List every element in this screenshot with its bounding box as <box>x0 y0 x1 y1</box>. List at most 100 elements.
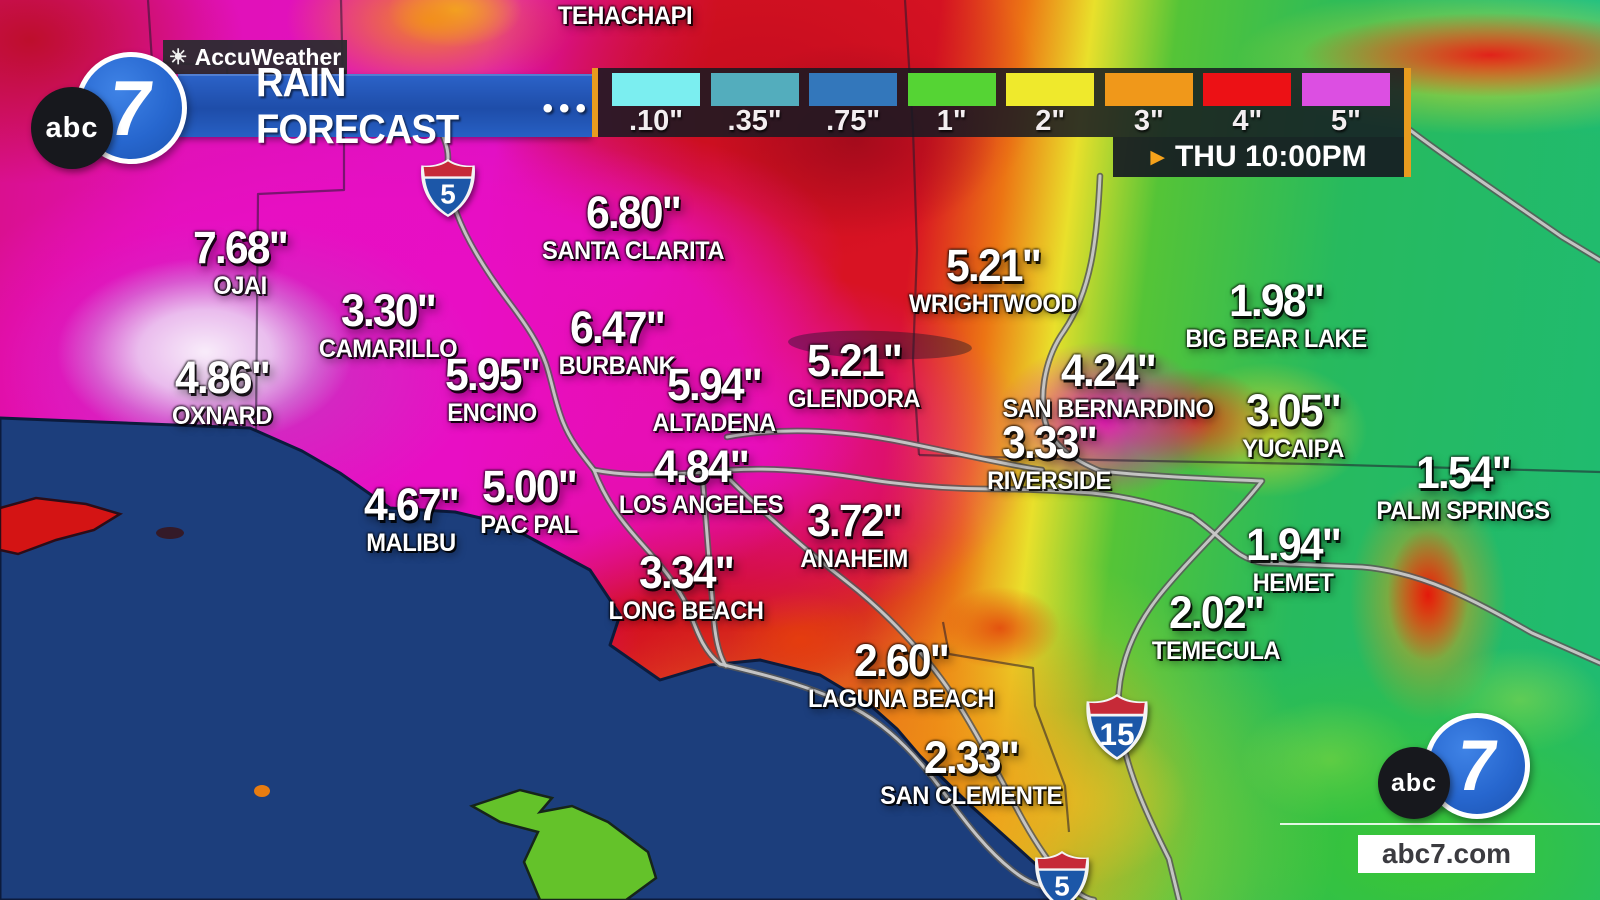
legend-item: .10" <box>612 73 700 136</box>
station-name: GLENDORA <box>787 385 921 413</box>
interstate-5-shield-icon: 5 <box>419 158 477 218</box>
station-label: 2.60" LAGUNA BEACH <box>807 635 995 714</box>
station-value: 3.34" <box>639 547 735 598</box>
station-label: 3.34" LONG BEACH <box>609 550 764 626</box>
channel-number: 7 <box>103 63 159 152</box>
title-bar: RAIN FORECAST ••• <box>178 59 592 152</box>
station-name: TEMECULA <box>1151 637 1281 665</box>
legend-label: .35" <box>727 105 782 137</box>
station-value: 5.94" <box>667 359 763 410</box>
legend-label: 3" <box>1133 105 1164 137</box>
station-name: LAGUNA BEACH <box>807 685 995 713</box>
station-label: 6.47" BURBANK <box>559 305 676 381</box>
station-label: 3.72" ANAHEIM <box>800 498 908 574</box>
watermark-channel-number: 7 <box>1451 726 1503 806</box>
ellipsis-icon: ••• <box>542 91 592 125</box>
station-name: ALTADENA <box>652 409 776 437</box>
station-value: 1.94" <box>1246 519 1342 570</box>
station-label: 7.68" OJAI <box>193 222 289 301</box>
station-name: YUCAIPA <box>1242 435 1344 463</box>
legend-chip <box>1301 73 1390 106</box>
interstate-15-shield-icon: 15 <box>1084 693 1150 762</box>
station-value: 7.68" <box>193 222 289 273</box>
station-label: TEHACHAPI <box>557 0 693 31</box>
svg-text:15: 15 <box>1099 716 1134 752</box>
station-label: 3.33" RIVERSIDE <box>987 420 1111 496</box>
divider-stripe-left <box>592 68 598 137</box>
station-label: 1.94" HEMET <box>1246 519 1342 598</box>
legend-items: .10" .35" .75" 1" 2" 3" 4" 5" <box>612 73 1390 136</box>
legend-chip <box>1104 73 1193 106</box>
station-label: 3.30" CAMARILLO <box>319 285 458 364</box>
website-box: abc7.com <box>1358 835 1535 873</box>
legend-chip <box>710 73 799 106</box>
station-label: 5.00" PAC PAL <box>480 461 578 540</box>
station-value: 4.67" <box>364 479 460 530</box>
station-name: LONG BEACH <box>608 597 764 625</box>
legend-item: .75" <box>809 73 898 137</box>
station-name: ENCINO <box>447 399 537 427</box>
station-value: 3.30" <box>341 285 437 336</box>
interstate-5-shield-icon: 5 <box>1033 850 1091 900</box>
legend-chip <box>612 73 700 106</box>
station-name: WRIGHTWOOD <box>908 290 1078 318</box>
station-value: 6.47" <box>570 302 666 353</box>
station-value: 1.54" <box>1416 447 1512 498</box>
timestamp: THU 10:00PM <box>1174 140 1367 173</box>
legend-item: 2" <box>1006 73 1095 137</box>
station-label: 4.67" MALIBU <box>364 479 460 558</box>
station-name: OXNARD <box>171 402 273 430</box>
legend-label: 1" <box>936 105 967 137</box>
divider-line <box>1280 823 1600 825</box>
legend-item: 1" <box>907 73 996 137</box>
station-value: 5.00" <box>482 461 578 512</box>
station-label: 6.80" SANTA CLARITA <box>542 190 725 266</box>
legend-item: 5" <box>1301 73 1390 137</box>
network-label: abc <box>45 111 99 144</box>
watermark-network-circle: abc <box>1378 747 1450 819</box>
station-name: MALIBU <box>366 529 456 557</box>
station-name: PAC PAL <box>480 511 578 539</box>
island-channel <box>0 496 270 797</box>
network-circle: abc <box>31 87 113 169</box>
legend-label: 4" <box>1232 105 1263 137</box>
station-label: 4.24" SAN BERNARDINO <box>1002 345 1214 424</box>
svg-text:5: 5 <box>440 179 455 210</box>
sun-icon: ☀ <box>168 45 188 69</box>
station-name: LOS ANGELES <box>618 491 784 519</box>
station-name: HEMET <box>1252 569 1334 597</box>
station-name: BURBANK <box>558 352 676 380</box>
station-label: 4.84" LOS ANGELES <box>618 441 784 520</box>
legend-chip <box>809 73 898 106</box>
station-value: 4.84" <box>654 441 750 492</box>
station-value: 4.86" <box>175 352 271 403</box>
station-value: 5.21" <box>946 240 1042 291</box>
station-label: 2.33" SAN CLEMENTE <box>880 735 1062 811</box>
legend-label: .75" <box>826 105 881 137</box>
legend-label: 5" <box>1330 105 1361 137</box>
station-name: TEHACHAPI <box>557 2 693 30</box>
station-value: 5.21" <box>807 335 903 386</box>
timestamp-box: ▶ THU 10:00PM <box>1113 137 1404 177</box>
legend-label: 2" <box>1035 105 1066 137</box>
station-name: OJAI <box>213 272 267 300</box>
station-value: 3.05" <box>1246 385 1342 436</box>
watermark-network-label: abc <box>1390 768 1438 797</box>
legend-chip <box>907 73 996 106</box>
station-name: SAN CLEMENTE <box>880 782 1062 810</box>
station-label: 5.95" ENCINO <box>445 352 541 428</box>
play-triangle-icon: ▶ <box>1150 146 1165 168</box>
svg-text:5: 5 <box>1054 871 1069 900</box>
legend-bar: .10" .35" .75" 1" 2" 3" 4" 5" <box>598 68 1404 137</box>
station-name: RIVERSIDE <box>987 467 1111 495</box>
station-label: 1.54" PALM SPRINGS <box>1376 447 1550 526</box>
station-value: 4.24" <box>1061 345 1157 396</box>
station-label: 5.21" GLENDORA <box>787 335 921 414</box>
station-label: 5.94" ALTADENA <box>652 359 776 438</box>
station-value: 2.60" <box>854 635 950 686</box>
station-name: ANAHEIM <box>800 545 908 573</box>
